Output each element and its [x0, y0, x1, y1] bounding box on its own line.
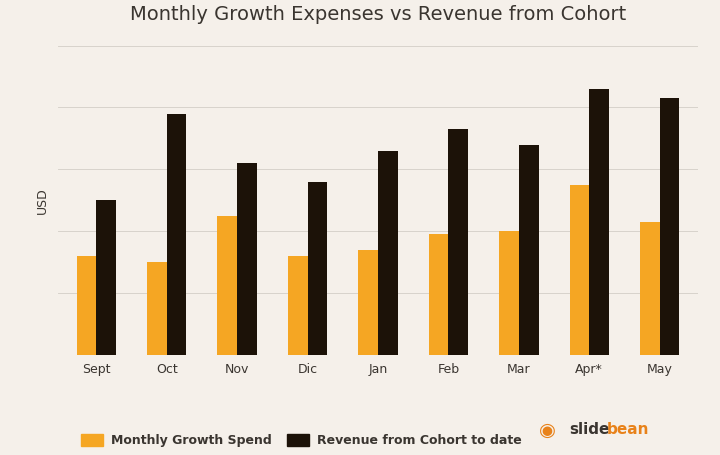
Bar: [499, 231, 519, 355]
Bar: [378, 151, 397, 355]
Bar: [237, 163, 257, 355]
Bar: [519, 145, 539, 355]
Bar: [217, 216, 237, 355]
Bar: [96, 200, 116, 355]
Legend: Monthly Growth Spend, Revenue from Cohort to date: Monthly Growth Spend, Revenue from Cohor…: [76, 429, 526, 452]
Title: Monthly Growth Expenses vs Revenue from Cohort: Monthly Growth Expenses vs Revenue from …: [130, 5, 626, 25]
Text: slide: slide: [569, 423, 609, 437]
Bar: [589, 89, 609, 355]
Bar: [428, 234, 449, 355]
Bar: [288, 256, 307, 355]
Bar: [660, 98, 680, 355]
Bar: [570, 185, 589, 355]
Bar: [76, 256, 96, 355]
Text: bean: bean: [607, 423, 649, 437]
Y-axis label: USD: USD: [36, 187, 49, 213]
Bar: [167, 114, 186, 355]
Text: ◉: ◉: [539, 420, 556, 440]
Bar: [307, 182, 328, 355]
Bar: [449, 129, 468, 355]
Bar: [359, 250, 378, 355]
Bar: [640, 222, 660, 355]
Bar: [147, 262, 167, 355]
